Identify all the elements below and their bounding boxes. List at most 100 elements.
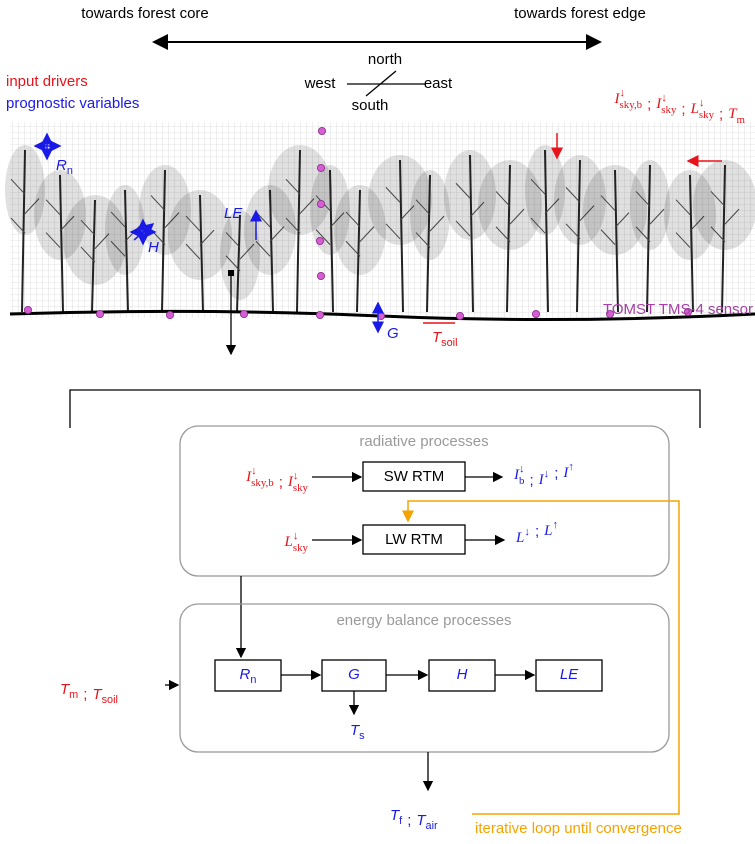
rn-box: [214, 659, 282, 692]
loop-label: iterative loop until convergence: [475, 820, 682, 837]
tree-crown: [63, 195, 127, 285]
tree-branch: [225, 255, 241, 272]
symbol-base: G: [387, 325, 399, 342]
tree-branch: [45, 199, 61, 216]
tree-branch: [675, 199, 691, 216]
tree-trunk: [646, 164, 651, 313]
tree-branch: [110, 211, 126, 228]
symbol-base: LE: [224, 205, 243, 222]
tree-trunk: [469, 154, 474, 313]
symbol-sub: f: [399, 815, 403, 827]
tree-branch: [45, 232, 61, 248]
box-label: H: [457, 666, 468, 683]
ts-label: Ts: [350, 722, 365, 742]
sensor: [316, 271, 325, 280]
lw-rtm-box: [362, 524, 466, 555]
panel-title: radiative processes: [359, 433, 488, 450]
symbol-sup: ↓: [519, 463, 525, 475]
lw-inputs: L↓ sky: [284, 530, 309, 554]
input-drivers: I↓ sky,b; I↓ sky; L↓ sky; Tm: [614, 87, 746, 126]
tree-branch: [710, 226, 726, 243]
symbol-base: I: [287, 474, 294, 490]
symbol-base: G: [348, 666, 360, 683]
tree-trunk: [426, 174, 431, 313]
sensor: [239, 309, 248, 318]
tree-branch: [345, 211, 361, 228]
separator: ;: [83, 686, 87, 703]
tree-branch: [80, 246, 96, 263]
scene-label: LE: [224, 205, 243, 222]
symbol-base: I: [655, 96, 662, 112]
symbol-base: I: [562, 465, 569, 481]
symbol-sub: m: [737, 114, 746, 126]
box-label: LW RTM: [385, 531, 443, 548]
symbol-sup: ↓: [251, 465, 257, 477]
tree-branch: [635, 191, 651, 207]
symbol-base: T: [92, 686, 103, 703]
tree-branch: [565, 223, 581, 240]
sensor: [96, 309, 105, 318]
tree-branch: [495, 191, 511, 207]
tree-branch: [614, 212, 630, 228]
scene-label: G: [387, 325, 399, 342]
direction-label: towards forest edge: [514, 5, 646, 22]
tree-branch: [649, 208, 665, 225]
symbol-base: I: [538, 472, 545, 488]
symbol-base: L: [690, 101, 699, 117]
symbol-sub: n: [250, 674, 256, 686]
tree-branch: [429, 215, 445, 232]
tree-branch: [10, 217, 26, 234]
bracket: [69, 389, 701, 428]
tree-branch: [579, 205, 595, 221]
symbol-base: L: [515, 530, 524, 546]
symbol-sup: ↑: [552, 519, 558, 531]
symbol-sub: sky,b: [251, 477, 274, 489]
tree-branch: [164, 212, 180, 228]
tree-branch: [455, 182, 471, 199]
tree-branch: [24, 198, 40, 214]
symbol-base: I: [245, 469, 252, 485]
symbol-sup: ↓: [293, 470, 299, 482]
tree-branch: [455, 220, 471, 237]
le-box: [535, 659, 603, 692]
tree-branch: [724, 208, 740, 225]
sensor: [23, 305, 32, 314]
tree-branch: [269, 226, 285, 242]
tree-branch: [225, 232, 241, 248]
tree-branch: [415, 232, 431, 248]
sensor: [532, 309, 541, 318]
legend-prognostic: prognostic variables: [6, 95, 139, 112]
symbol-sup: ↑: [568, 461, 574, 473]
tree-branch: [185, 215, 201, 232]
tree-branch: [565, 187, 581, 203]
tree-branch: [415, 199, 431, 216]
tree-trunk: [329, 169, 334, 313]
compass-label: south: [352, 97, 389, 114]
compass-label: west: [304, 75, 337, 92]
symbol-sup: ↓: [544, 468, 550, 480]
separator: ;: [719, 106, 723, 123]
tree-trunk: [576, 159, 581, 313]
tree-branch: [315, 229, 331, 245]
symbol-base: LE: [560, 666, 579, 683]
symbol-sub: soil: [441, 337, 457, 349]
tree-branch: [185, 243, 201, 260]
sensor: [455, 311, 464, 320]
symbol-sub: b: [519, 475, 525, 487]
separator: ;: [554, 465, 558, 482]
scene-label: Rn: [56, 157, 73, 177]
scene-label: Tsoil: [432, 329, 458, 349]
tree-branch: [710, 191, 726, 207]
symbol-sub: sky: [293, 482, 309, 494]
legend-input: input drivers: [6, 73, 88, 90]
tree-branch: [600, 229, 616, 245]
tree-branch: [345, 240, 361, 257]
symbol-sub: n: [67, 165, 73, 177]
symbol-base: T: [728, 106, 738, 122]
tree-crown: [220, 210, 260, 300]
tree-branch: [635, 226, 651, 243]
symbol-sub: s: [359, 730, 365, 742]
g-box: [321, 659, 387, 692]
symbol-sub: sky: [699, 109, 715, 121]
tree-branch: [94, 233, 110, 249]
